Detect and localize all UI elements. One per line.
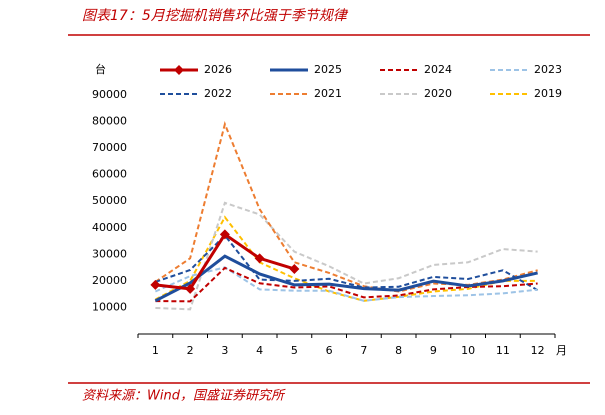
legend-label: 2022 [204,87,232,100]
y-tick-label: 80000 [92,115,127,128]
x-tick-label: 10 [461,344,475,357]
x-tick-label: 8 [395,344,402,357]
x-tick-label: 12 [531,344,545,357]
series-line [154,215,538,302]
series-line [155,201,538,311]
legend-label: 2026 [204,63,232,76]
legend-label: 2020 [424,87,452,100]
series-marker [150,279,161,290]
y-tick-label: 60000 [92,168,127,181]
x-tick-label: 5 [291,344,298,357]
x-tick-label: 3 [221,344,228,357]
legend-label: 2023 [534,63,562,76]
y-tick-label: 20000 [92,274,127,287]
x-tick-label: 4 [256,344,263,357]
x-tick-label: 6 [326,344,333,357]
source: 资料来源：Wind，国盛证券研究所 [82,388,286,404]
x-tick-label: 7 [360,344,367,357]
y-tick-label: 30000 [92,247,127,260]
y-tick-label: 40000 [92,221,127,234]
legend-label: 2019 [534,87,562,100]
series-line [155,266,538,303]
legend-label: 2021 [314,87,342,100]
legend-label: 2025 [314,63,342,76]
y-tick-label: 50000 [92,194,127,207]
legend-marker [174,65,184,75]
series-line [154,266,538,302]
y-unit: 台 [95,62,106,76]
y-tick-label: 90000 [92,88,127,101]
chart-title: 图表17：5月挖掘机销售环比强于季节规律 [82,8,349,24]
y-tick-label: 10000 [92,300,127,313]
series-marker [219,229,230,240]
legend-label: 2024 [424,63,452,76]
series-line [155,233,539,292]
series-line [154,254,538,303]
x-tick-label: 1 [152,344,159,357]
x-tick-label: 2 [187,344,194,357]
x-unit: 月 [556,344,567,357]
x-tick-label: 11 [496,344,510,357]
x-tick-label: 9 [430,344,437,357]
series-marker [185,283,196,294]
series-marker [289,263,300,274]
y-tick-label: 70000 [92,141,127,154]
series-marker [254,253,265,264]
